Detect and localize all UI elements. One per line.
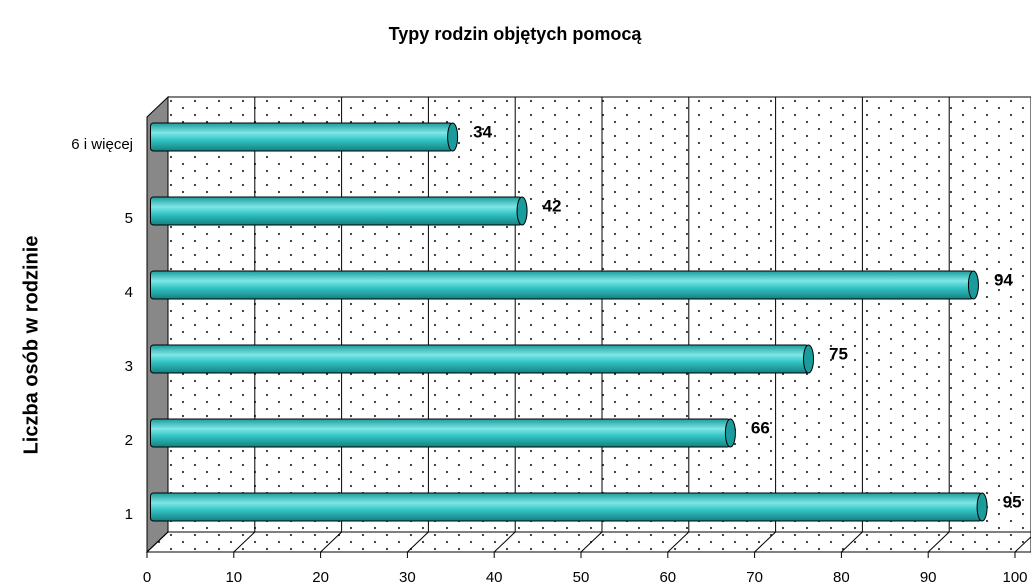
y-tick-label: 1: [125, 506, 133, 523]
floor-grid-line: [754, 531, 776, 553]
bar-cap: [447, 122, 459, 152]
x-tick-label: 10: [225, 569, 242, 586]
y-tick-label: 3: [125, 358, 133, 375]
value-label: 34: [473, 122, 492, 141]
x-tick-label: 100: [1002, 569, 1027, 586]
bar-cap: [967, 270, 979, 300]
value-label: 75: [829, 344, 848, 363]
y-tick-label: 6 i więcej: [71, 136, 133, 153]
floor-grid-line: [667, 531, 690, 553]
value-label: 42: [543, 196, 562, 215]
x-tick-label: 70: [746, 569, 763, 586]
floor-grid-line: [927, 531, 950, 553]
y-axis-label: Liczba osób w rodzinie: [20, 236, 42, 455]
floor-grid-line: [407, 531, 429, 553]
back-wall: [167, 96, 1031, 533]
bar: [150, 344, 809, 374]
x-tick-label: 80: [833, 569, 850, 586]
value-label: 94: [994, 270, 1013, 289]
floor-grid-line: [493, 531, 516, 553]
x-tick-label: 60: [659, 569, 676, 586]
floor-grid-line: [146, 531, 169, 553]
bar-cap: [724, 418, 736, 448]
x-tick-label: 30: [399, 569, 416, 586]
bar: [150, 492, 983, 522]
bar: [150, 122, 454, 152]
floor-grid-line: [320, 531, 342, 553]
floor-grid-line: [233, 531, 256, 553]
floor-grid-line: [580, 531, 603, 553]
bar: [150, 418, 731, 448]
bar: [150, 270, 974, 300]
floor-grid-line: [1014, 536, 1031, 553]
x-tick-label: 20: [312, 569, 329, 586]
bar-cap: [516, 196, 528, 226]
value-label: 95: [1003, 492, 1022, 511]
bar: [150, 196, 523, 226]
y-tick-label: 5: [125, 210, 133, 227]
y-tick-label: 2: [125, 432, 133, 449]
x-tick-label: 40: [486, 569, 503, 586]
value-label: 66: [751, 418, 770, 437]
chart-title: Typy rodzin objętych pomocą: [389, 24, 643, 44]
floor-grid-line: [841, 531, 863, 553]
y-tick-label: 4: [125, 284, 133, 301]
x-tick-label: 90: [920, 569, 937, 586]
x-tick-label: 50: [573, 569, 590, 586]
bar-cap: [803, 344, 814, 374]
side-wall: [146, 95, 169, 554]
floor: [145, 531, 1031, 553]
x-tick-label: 0: [143, 569, 151, 586]
bar-cap: [976, 492, 988, 522]
